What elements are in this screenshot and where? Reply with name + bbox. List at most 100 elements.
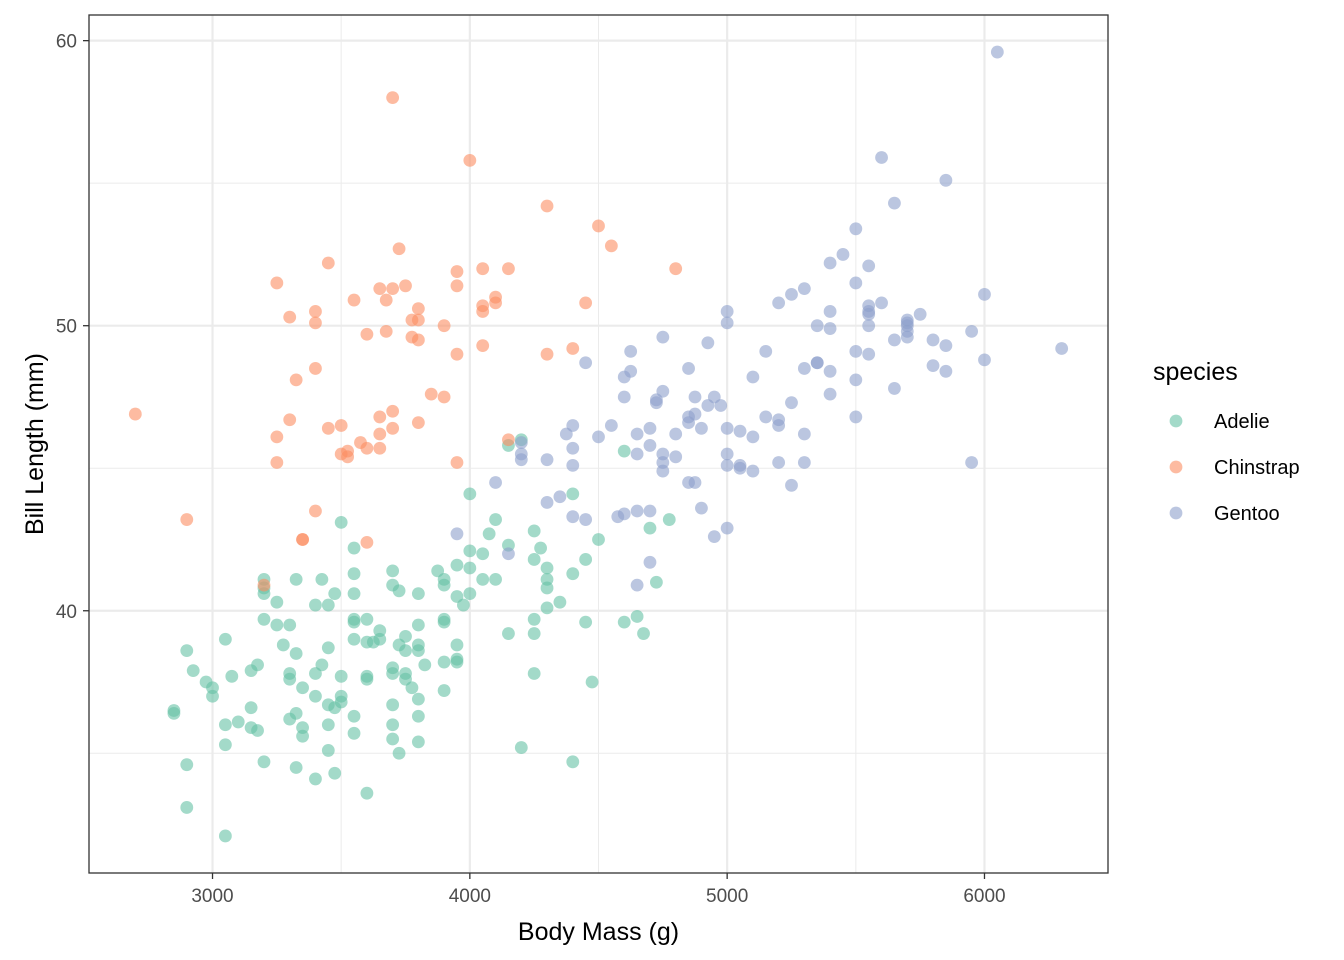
legend-key-chinstrap (1169, 460, 1183, 474)
data-point-chinstrap (502, 433, 515, 447)
legend-label-gentoo: Gentoo (1214, 503, 1280, 525)
data-point-gentoo (650, 396, 663, 410)
data-point-adelie (450, 558, 464, 572)
data-point-adelie (206, 689, 219, 703)
data-point-gentoo (695, 501, 708, 515)
data-point-gentoo (746, 464, 760, 478)
data-point-gentoo (617, 507, 631, 521)
data-point-adelie (437, 684, 451, 697)
data-point-adelie (218, 718, 232, 732)
data-point-gentoo (720, 316, 734, 330)
data-point-gentoo (759, 410, 773, 424)
data-point-adelie (347, 567, 361, 581)
data-point-gentoo (669, 427, 683, 441)
data-point-adelie (296, 729, 309, 743)
data-point-gentoo (688, 390, 702, 404)
data-point-adelie (411, 692, 425, 706)
data-point-adelie (553, 595, 567, 609)
data-point-chinstrap (411, 302, 425, 315)
data-point-chinstrap (411, 416, 425, 430)
data-point-chinstrap (411, 313, 425, 327)
data-point-gentoo (566, 510, 580, 524)
legend-label-adelie: Adelie (1214, 411, 1270, 433)
data-point-chinstrap (399, 279, 412, 293)
data-point-gentoo (772, 419, 786, 432)
data-point-gentoo (785, 287, 798, 301)
data-point-chinstrap (540, 199, 554, 213)
data-point-adelie (476, 547, 490, 561)
data-point-gentoo (939, 173, 953, 187)
data-point-adelie (617, 615, 631, 629)
data-point-gentoo (688, 407, 702, 421)
data-point-chinstrap (386, 404, 400, 418)
data-point-chinstrap (283, 413, 297, 427)
data-point-adelie (296, 681, 309, 695)
data-point-gentoo (900, 330, 914, 344)
data-point-adelie (411, 644, 425, 658)
data-point-gentoo (720, 458, 734, 472)
data-point-adelie (321, 718, 335, 732)
data-point-gentoo (862, 259, 876, 273)
data-point-chinstrap (270, 456, 284, 469)
data-point-adelie (289, 647, 303, 660)
data-point-gentoo (785, 478, 798, 492)
data-point-adelie (630, 610, 644, 623)
major-gridlines (89, 15, 1108, 873)
data-point-adelie (315, 658, 329, 672)
data-point-adelie (321, 641, 335, 655)
data-point-gentoo (913, 307, 927, 321)
data-point-adelie (617, 444, 631, 458)
data-point-chinstrap (502, 262, 515, 276)
data-point-adelie (309, 772, 322, 786)
data-point-adelie (347, 541, 361, 555)
data-point-gentoo (720, 521, 734, 535)
data-point-chinstrap (309, 316, 322, 330)
data-point-gentoo (797, 362, 811, 375)
data-point-adelie (321, 744, 335, 757)
data-point-adelie (347, 587, 361, 601)
data-point-gentoo (643, 504, 657, 518)
data-point-gentoo (604, 419, 618, 432)
data-point-chinstrap (592, 219, 605, 233)
data-point-adelie (418, 658, 432, 672)
data-point-adelie (180, 758, 194, 772)
data-point-gentoo (514, 453, 528, 467)
legend-key-gentoo (1169, 506, 1183, 520)
data-point-adelie (360, 612, 374, 626)
data-point-gentoo (630, 427, 644, 441)
data-point-adelie (347, 615, 361, 629)
data-point-chinstrap (360, 327, 374, 341)
data-point-gentoo (810, 356, 824, 370)
data-point-chinstrap (489, 296, 502, 310)
data-point-gentoo (926, 359, 940, 373)
y-tick-label: 60 (56, 32, 77, 53)
data-point-gentoo (797, 456, 811, 469)
data-point-adelie (360, 786, 374, 800)
data-point-adelie (411, 735, 425, 749)
data-point-adelie (257, 612, 271, 626)
data-point-adelie (289, 761, 303, 774)
data-point-adelie (218, 829, 232, 843)
data-point-adelie (386, 732, 400, 746)
data-point-adelie (514, 741, 528, 754)
data-points (128, 45, 1069, 843)
data-point-adelie (392, 746, 406, 760)
data-point-gentoo (978, 287, 991, 301)
data-point-gentoo (836, 248, 850, 261)
data-point-chinstrap (579, 296, 593, 310)
data-point-chinstrap (289, 373, 303, 387)
data-point-gentoo (746, 430, 760, 444)
legend-label-chinstrap: Chinstrap (1214, 457, 1300, 479)
data-point-gentoo (939, 339, 953, 353)
data-point-chinstrap (450, 347, 464, 361)
data-point-adelie (399, 644, 412, 658)
data-point-gentoo (965, 456, 979, 469)
data-point-adelie (450, 655, 464, 669)
data-point-chinstrap (392, 242, 406, 256)
data-point-adelie (437, 615, 451, 629)
data-point-gentoo (888, 196, 901, 210)
data-point-gentoo (990, 45, 1004, 59)
data-point-adelie (463, 487, 477, 501)
data-point-adelie (540, 561, 554, 575)
